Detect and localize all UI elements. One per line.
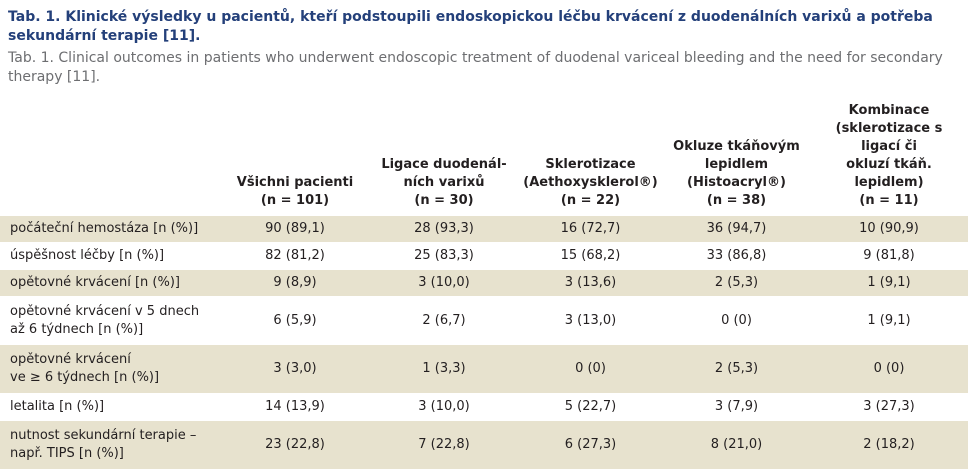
row-label: opětovné krvácení v 5 dnech až 6 týdnech… [0, 296, 220, 345]
table-row: úspěšnost léčby [n (%)] 82 (81,2) 25 (83… [0, 242, 968, 270]
table-cell: 0 (0) [663, 296, 810, 345]
header-line: Všichni pacienti [236, 175, 354, 190]
column-header-tissue-glue: Okluze tkáňovým lepidlem (Histoacryl®) (… [663, 102, 810, 216]
table-cell: 90 (89,1) [220, 215, 370, 243]
row-label-line: ve ≥ 6 týdnech [n (%)] [10, 370, 160, 385]
table-cell: 16 (72,7) [518, 215, 663, 243]
table-cell: 0 (0) [810, 344, 968, 394]
header-row: Všichni pacienti (n = 101) Ligace duoden… [0, 102, 968, 216]
table-cell: 1 (9,1) [810, 269, 968, 297]
table-cell: 9 (8,9) [220, 269, 370, 297]
table-cell: 3 (10,0) [370, 269, 518, 297]
row-label: opětovné krvácení [n (%)] [0, 269, 220, 297]
row-label-line: počáteční hemostáza [n (%)] [10, 221, 199, 236]
row-label-line: opětovné krvácení [n (%)] [10, 275, 180, 290]
table-cell: 3 (3,0) [220, 344, 370, 394]
header-line: (sklerotizace s ligací či [835, 121, 943, 154]
row-label: počáteční hemostáza [n (%)] [0, 215, 220, 243]
table-row: opětovné krvácení ve ≥ 6 týdnech [n (%)]… [0, 344, 968, 394]
header-line: (n = 38) [706, 193, 767, 208]
column-header-ligation: Ligace duodenál- ních varixů (n = 30) [370, 102, 518, 216]
table-cell: 3 (27,3) [810, 393, 968, 421]
table-cell: 3 (13,6) [518, 269, 663, 297]
column-header-all-patients: Všichni pacienti (n = 101) [220, 102, 370, 216]
row-label-line: nutnost sekundární terapie – [10, 427, 197, 443]
row-label-line: např. TIPS [n (%)] [10, 445, 124, 461]
table-cell: 15 (68,2) [518, 242, 663, 270]
table-cell: 5 (22,7) [518, 393, 663, 421]
header-line: (n = 30) [414, 193, 474, 208]
table-cell: 1 (3,3) [370, 344, 518, 394]
row-label-line: opětovné krvácení [10, 352, 131, 367]
header-line: (n = 22) [560, 193, 621, 208]
table-row: opětovné krvácení [n (%)] 9 (8,9) 3 (10,… [0, 269, 968, 297]
header-line: (Aethoxysklerol®) [523, 175, 658, 190]
table-cell: 36 (94,7) [663, 215, 810, 243]
column-header-combination: Kombinace (sklerotizace s ligací či oklu… [810, 102, 968, 216]
caption-english: Tab. 1. Clinical outcomes in patients wh… [8, 50, 943, 85]
clinical-outcomes-table: Všichni pacienti (n = 101) Ligace duoden… [0, 102, 968, 469]
table-row: opětovné krvácení v 5 dnech až 6 týdnech… [0, 296, 968, 345]
table-cell: 3 (10,0) [370, 393, 518, 421]
table-cell: 1 (9,1) [810, 296, 968, 345]
table-cell: 10 (90,9) [810, 215, 968, 243]
table-cell: 9 (81,8) [810, 242, 968, 270]
table-cell: 2 (6,7) [370, 296, 518, 345]
header-line: (Histoacryl®) [687, 175, 786, 190]
row-label: letalita [n (%)] [0, 393, 220, 421]
table-figure: Tab. 1. Klinické výsledky u pacientů, kt… [0, 9, 968, 469]
table-row: letalita [n (%)] 14 (13,9) 3 (10,0) 5 (2… [0, 393, 968, 421]
header-line: (n = 11) [859, 193, 919, 208]
table-cell: 3 (13,0) [518, 296, 663, 345]
row-label: opětovné krvácení ve ≥ 6 týdnech [n (%)] [0, 344, 220, 394]
header-line: Kombinace [848, 103, 930, 118]
caption-czech: Tab. 1. Klinické výsledky u pacientů, kt… [8, 9, 933, 44]
row-label-line: opětovné krvácení v 5 dnech [10, 303, 200, 319]
table-cell: 82 (81,2) [220, 242, 370, 270]
row-label: úspěšnost léčby [n (%)] [0, 242, 220, 270]
table-cell: 25 (83,3) [370, 242, 518, 270]
header-line: ních varixů [403, 175, 485, 190]
column-header-label [0, 102, 220, 216]
row-label-line: letalita [n (%)] [10, 399, 105, 414]
table-cell: 14 (13,9) [220, 393, 370, 421]
table-cell: 3 (7,9) [663, 393, 810, 421]
header-line: Sklerotizace [545, 157, 636, 172]
header-line: (n = 101) [260, 193, 330, 208]
table-cell: 2 (5,3) [663, 269, 810, 297]
table-cell: 6 (5,9) [220, 296, 370, 345]
header-line: Okluze tkáňovým [673, 139, 800, 154]
table-row: počáteční hemostáza [n (%)] 90 (89,1) 28… [0, 215, 968, 243]
table-cell: 2 (5,3) [663, 344, 810, 394]
row-label-line: až 6 týdnech [n (%)] [10, 321, 144, 337]
header-line: lepidlem [704, 157, 769, 172]
table-cell: 33 (86,8) [663, 242, 810, 270]
column-header-sclerotherapy: Sklerotizace (Aethoxysklerol®) (n = 22) [518, 102, 663, 216]
row-label-line: úspěšnost léčby [n (%)] [10, 248, 165, 263]
table-cell: 28 (93,3) [370, 215, 518, 243]
table-cell: 0 (0) [518, 344, 663, 394]
header-line: Ligace duodenál- [381, 157, 507, 172]
header-line: okluzí tkáň. lepidlem) [846, 157, 932, 190]
